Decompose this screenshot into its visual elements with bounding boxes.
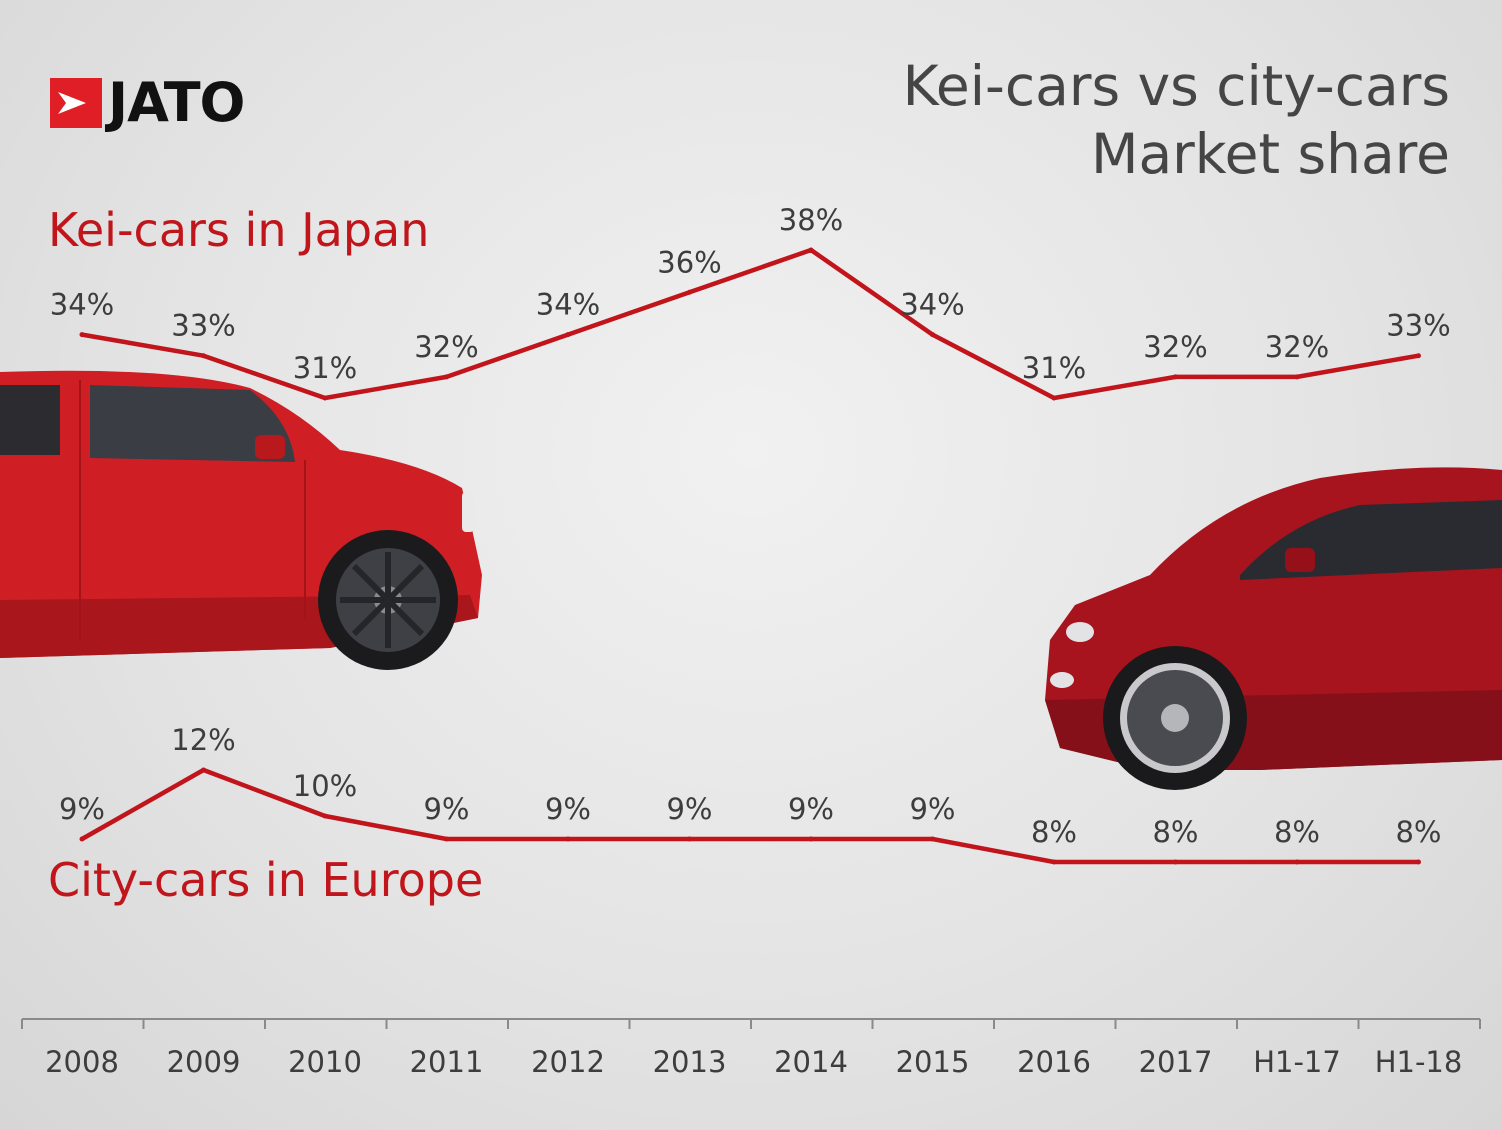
data-label: 8%	[1031, 815, 1077, 849]
x-tick-label: H1-17	[1253, 1045, 1341, 1079]
x-tick-label: 2009	[167, 1045, 241, 1079]
arrow-flag-icon	[50, 78, 102, 128]
data-label: 32%	[1265, 330, 1329, 364]
data-point	[201, 353, 206, 359]
data-label: 8%	[1152, 815, 1198, 849]
data-label: 8%	[1395, 815, 1441, 849]
data-label: 31%	[1022, 351, 1086, 385]
data-label: 34%	[536, 288, 600, 322]
series-line-1	[80, 767, 1419, 865]
data-point	[1051, 395, 1057, 401]
data-point	[444, 836, 449, 842]
title-line-1: Kei-cars vs city-cars	[902, 54, 1450, 118]
jato-logo: JATO	[50, 71, 245, 134]
red-kei-car-icon	[0, 370, 482, 670]
data-label: 38%	[779, 203, 843, 237]
data-label: 9%	[666, 792, 712, 826]
data-point	[79, 332, 85, 338]
data-point	[322, 813, 328, 819]
data-label: 9%	[59, 792, 105, 826]
data-point	[79, 836, 85, 842]
data-point	[930, 332, 935, 338]
x-tick-label: 2013	[653, 1045, 727, 1079]
data-point	[1173, 859, 1178, 865]
data-point	[565, 836, 571, 842]
data-label: 32%	[1143, 330, 1207, 364]
data-point	[687, 836, 692, 842]
x-tick-label: 2011	[410, 1045, 484, 1079]
data-point	[808, 836, 814, 842]
data-label: 8%	[1274, 815, 1320, 849]
data-point	[322, 395, 328, 401]
data-label: 36%	[657, 245, 721, 279]
data-label: 10%	[293, 769, 357, 803]
data-point	[444, 374, 449, 380]
data-label: 31%	[293, 351, 357, 385]
data-point	[1416, 353, 1421, 359]
data-label: 9%	[545, 792, 591, 826]
data-point	[808, 247, 814, 253]
data-label: 9%	[909, 792, 955, 826]
data-label: 33%	[171, 309, 235, 343]
data-label: 33%	[1386, 309, 1450, 343]
data-label: 9%	[423, 792, 469, 826]
x-tick-label: 2016	[1017, 1045, 1091, 1079]
data-point	[565, 332, 571, 338]
x-tick-label: 2012	[531, 1045, 605, 1079]
data-label: 34%	[900, 288, 964, 322]
series-label-japan: Kei-cars in Japan	[48, 203, 430, 257]
data-point	[687, 289, 692, 295]
x-tick-label: 2010	[288, 1045, 362, 1079]
data-point	[201, 767, 206, 773]
title-line-2: Market share	[1090, 122, 1450, 186]
data-label: 9%	[788, 792, 834, 826]
red-city-car-icon	[1045, 467, 1502, 790]
x-tick-label: 2014	[774, 1045, 848, 1079]
x-tick-label: 2015	[896, 1045, 970, 1079]
data-point	[1294, 859, 1300, 865]
x-tick-label: 2008	[45, 1045, 119, 1079]
series-label-europe: City-cars in Europe	[48, 853, 484, 907]
logo-text: JATO	[108, 71, 245, 134]
data-point	[1416, 859, 1421, 865]
data-label: 32%	[414, 330, 478, 364]
data-point	[1051, 859, 1057, 865]
x-tick-label: H1-18	[1375, 1045, 1463, 1079]
data-point	[1294, 374, 1300, 380]
x-tick-label: 2017	[1139, 1045, 1213, 1079]
data-point	[930, 836, 935, 842]
data-label: 34%	[50, 288, 114, 322]
series-line-0	[81, 247, 1419, 401]
data-label: 12%	[171, 723, 235, 757]
chart-title: Kei-cars vs city-cars Market share	[903, 52, 1450, 188]
data-point	[1173, 374, 1178, 380]
